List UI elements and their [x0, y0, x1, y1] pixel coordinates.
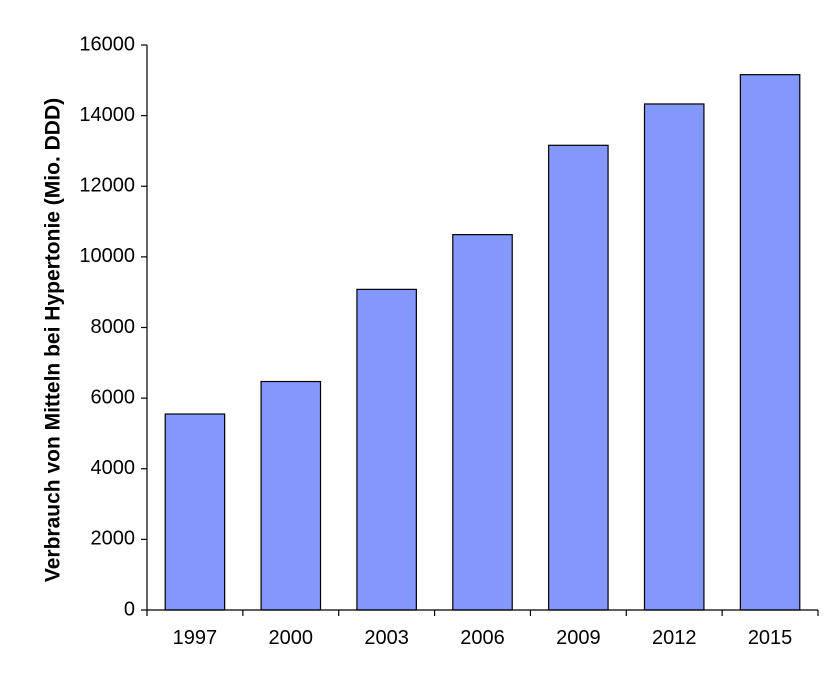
bar-1997 [164, 413, 226, 611]
y-axis-ticks: 0 2000 4000 6000 8000 10000 12000 14000 16000 [79, 33, 147, 620]
y-tick-label: 2000 [91, 528, 136, 550]
x-tick-label: 2006 [460, 627, 505, 649]
y-tick-label: 14000 [79, 104, 135, 126]
x-tick-label: 2015 [748, 627, 793, 649]
bar-2012 [643, 103, 705, 611]
axes [146, 45, 818, 611]
x-tick-label: 2000 [269, 627, 314, 649]
y-tick-label: 10000 [79, 245, 135, 267]
y-tick-label: 0 [124, 598, 135, 620]
x-axis-ticks: 1997 2000 2003 2006 2009 2012 2015 [146, 610, 819, 649]
y-axis-title-group: Verbrauch von Mitteln bei Hypertonie (Mi… [42, 98, 65, 582]
bars [164, 74, 801, 611]
bar-2009 [548, 144, 609, 611]
y-axis-title: Verbrauch von Mitteln bei Hypertonie (Mi… [42, 98, 65, 582]
bar-2000 [260, 380, 322, 611]
x-tick-label: 2012 [652, 627, 697, 649]
y-tick-label: 12000 [79, 175, 135, 197]
x-tick-label: 1997 [173, 627, 218, 649]
y-tick-label: 6000 [91, 386, 136, 408]
bar-2006 [452, 234, 513, 611]
x-tick-label: 2009 [556, 627, 601, 649]
bar-2015 [739, 74, 801, 611]
y-tick-label: 16000 [79, 33, 135, 55]
bar-2003 [356, 288, 417, 611]
y-tick-label: 4000 [91, 457, 136, 479]
y-tick-label: 8000 [91, 316, 136, 338]
x-tick-label: 2003 [364, 627, 409, 649]
